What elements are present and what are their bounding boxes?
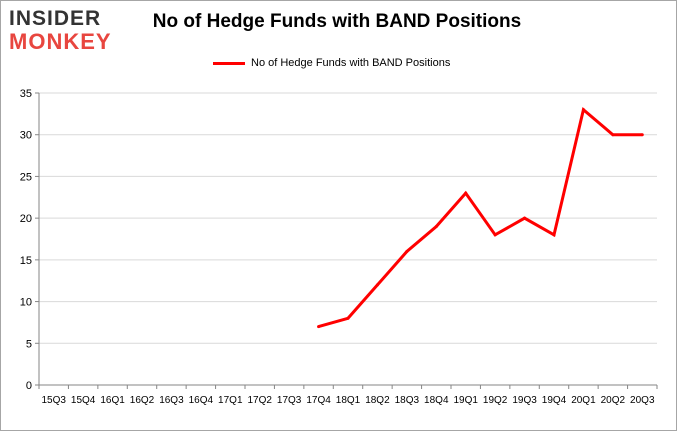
- x-tick-label: 20Q1: [571, 395, 596, 406]
- data-point: [434, 224, 438, 228]
- x-tick-label: 15Q4: [71, 395, 96, 406]
- y-tick-label: 25: [20, 171, 32, 183]
- x-tick-label: 19Q3: [512, 395, 537, 406]
- x-tick-label: 19Q4: [542, 395, 567, 406]
- y-tick-label: 5: [26, 338, 32, 350]
- x-tick-label: 15Q3: [41, 395, 66, 406]
- y-tick-label: 30: [20, 130, 32, 142]
- y-tick-label: 35: [20, 88, 32, 100]
- data-point: [581, 108, 585, 112]
- data-point: [552, 233, 556, 237]
- chart-title: No of Hedge Funds with BAND Positions: [152, 11, 522, 32]
- insider-monkey-logo: INSIDER MONKEY: [9, 7, 127, 55]
- data-point: [317, 325, 321, 329]
- y-tick-label: 20: [20, 213, 32, 225]
- legend-label: No of Hedge Funds with BAND Positions: [251, 57, 451, 69]
- x-tick-label: 16Q2: [130, 395, 155, 406]
- axis-layer: 0 5 10 15 20 25 30 35 15Q3 15Q4 16Q1 16Q2 16Q3 16Q4 17…: [20, 88, 658, 406]
- series-line: [318, 106, 643, 329]
- data-point: [493, 233, 497, 237]
- legend-swatch: [213, 61, 245, 65]
- x-tick-label: 18Q3: [395, 395, 420, 406]
- data-point: [346, 316, 350, 320]
- x-tick-label: 18Q2: [365, 395, 390, 406]
- data-point: [464, 191, 468, 195]
- x-tick-label: 16Q1: [100, 395, 125, 406]
- y-tick-label: 0: [26, 380, 32, 392]
- logo-text-top: INSIDER: [9, 7, 102, 30]
- data-point: [523, 216, 527, 220]
- x-tick-label: 19Q2: [483, 395, 508, 406]
- x-tick-label: 17Q4: [306, 395, 331, 406]
- x-tick-label: 18Q4: [424, 395, 449, 406]
- x-tick-label: 18Q1: [336, 395, 361, 406]
- x-tick-label: 16Q3: [159, 395, 184, 406]
- logo-text-bottom: MONKEY: [9, 29, 112, 54]
- data-point: [611, 133, 615, 137]
- data-point: [405, 250, 409, 254]
- data-point: [640, 133, 644, 137]
- legend: No of Hedge Funds with BAND Positions: [213, 54, 450, 72]
- x-tick-label: 20Q2: [601, 395, 626, 406]
- data-point: [375, 283, 379, 287]
- series-layer: [317, 106, 644, 329]
- grid-layer: [39, 92, 657, 386]
- y-tick-label: 15: [20, 255, 32, 267]
- x-tick-label: 17Q3: [277, 395, 302, 406]
- x-tick-label: 17Q1: [218, 395, 243, 406]
- x-tick-label: 17Q2: [247, 395, 272, 406]
- y-tick-label: 10: [20, 297, 32, 309]
- x-tick-label: 19Q1: [453, 395, 478, 406]
- x-tick-label: 20Q3: [630, 395, 655, 406]
- x-tick-label: 16Q4: [189, 395, 214, 406]
